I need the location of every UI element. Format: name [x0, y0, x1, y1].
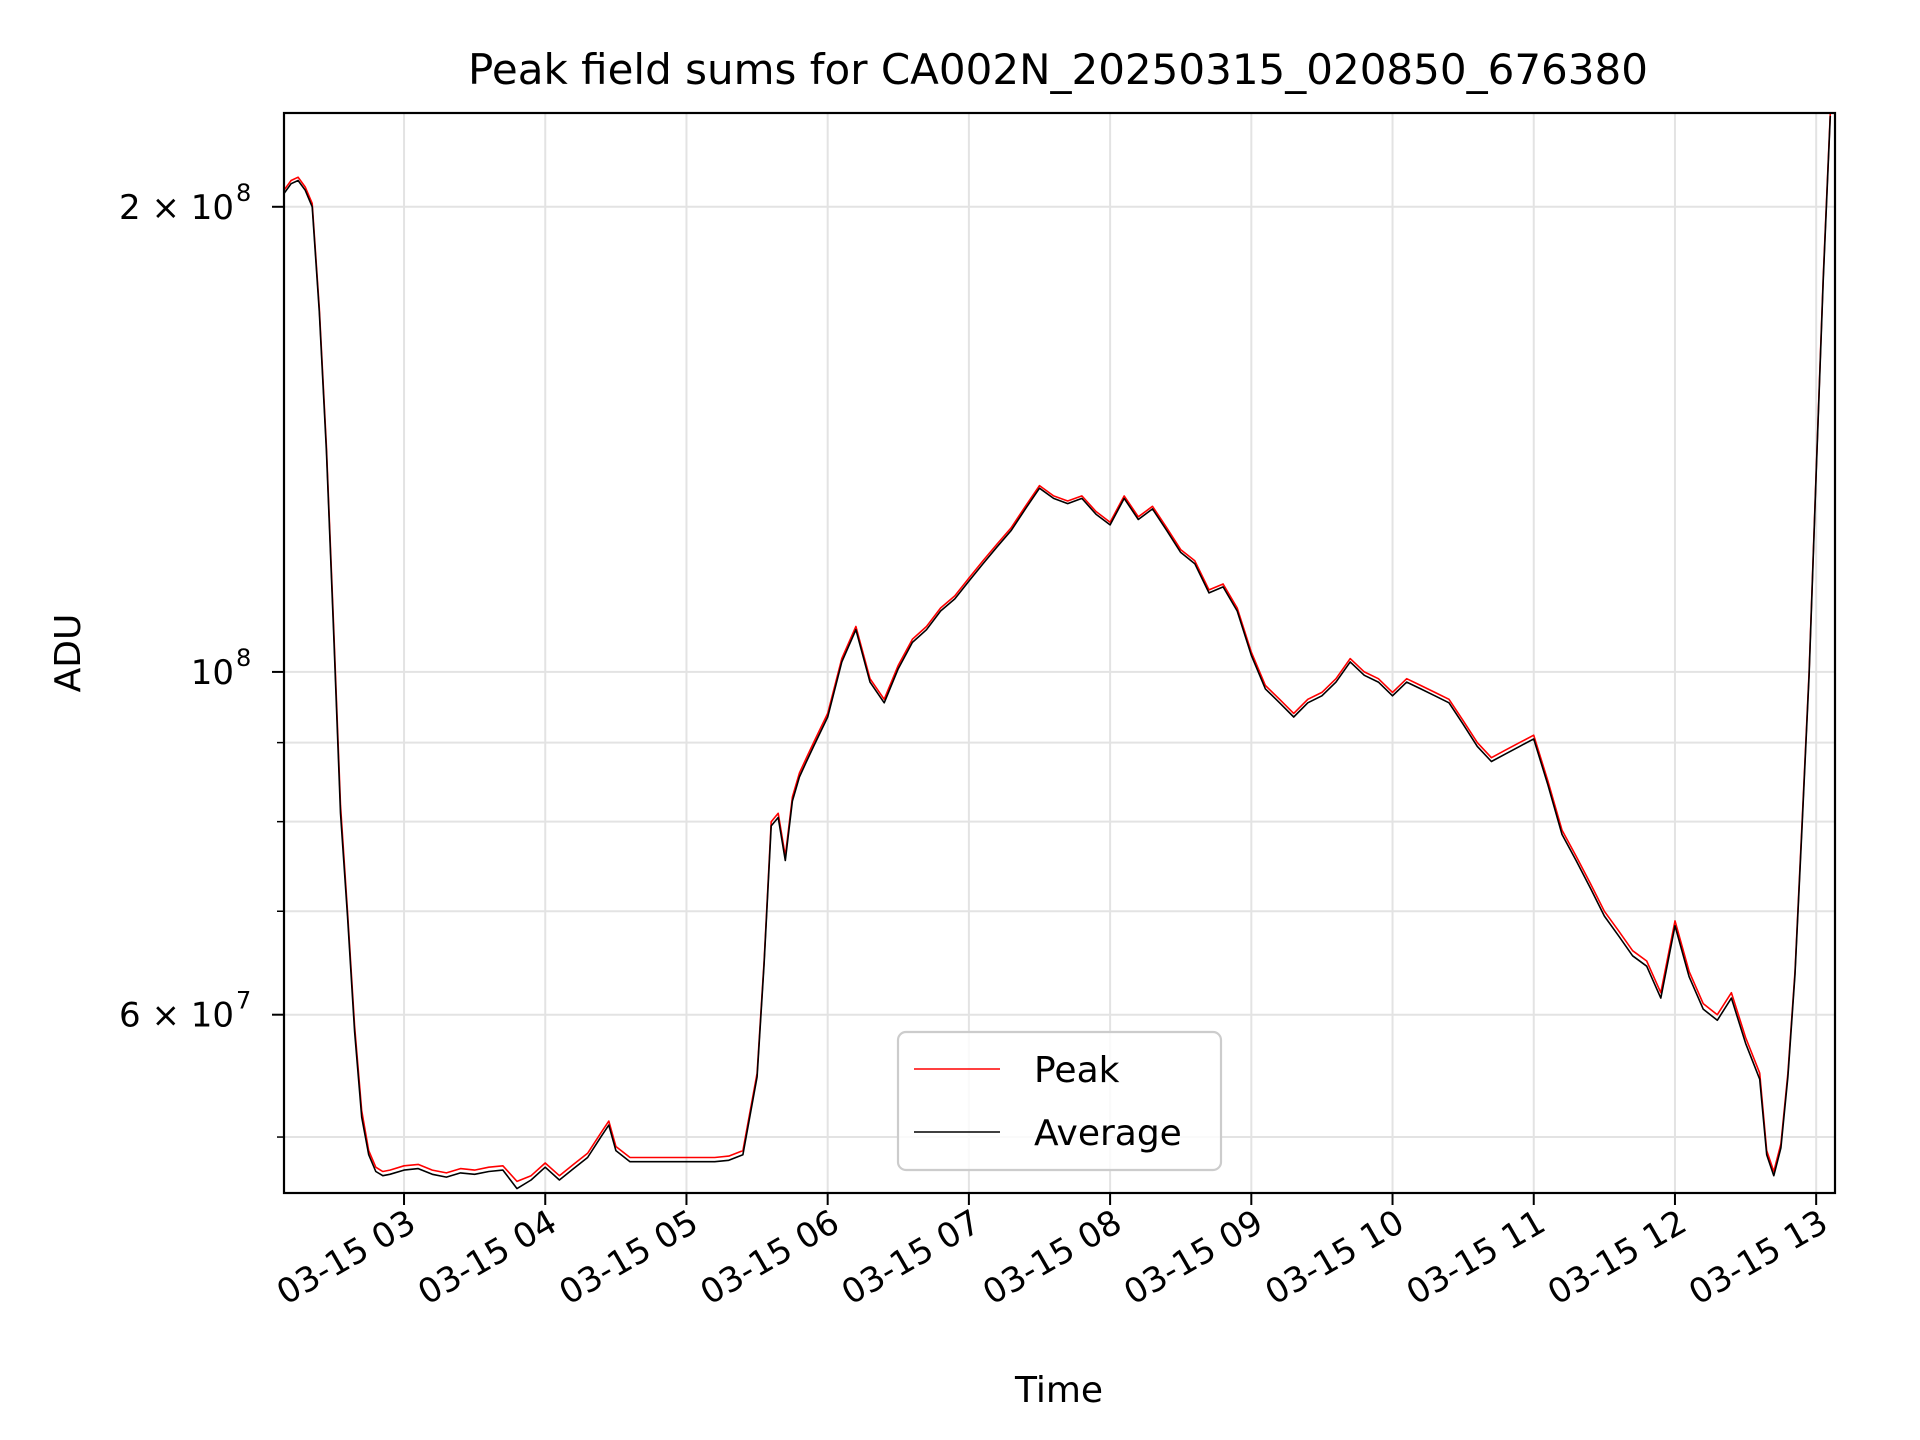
legend-label-peak: Peak — [1034, 1050, 1120, 1091]
legend-label-average: Average — [1034, 1113, 1182, 1154]
y-tick-exponent: 8 — [236, 179, 251, 207]
legend-box — [896, 1030, 1223, 1172]
y-axis-ticks: 10 86 × 10 72 × 10 8 — [119, 179, 284, 1138]
legend: Peak Average — [896, 1030, 1223, 1172]
y-tick-label: 6 × 10 — [119, 996, 234, 1036]
series-line-peak — [284, 113, 1832, 1183]
y-axis-label: ADU — [48, 614, 89, 693]
y-tick-label: 10 — [191, 653, 234, 693]
series-lines — [284, 113, 1832, 1190]
plot-frame — [282, 111, 1837, 1195]
x-axis-label: Time — [1014, 1370, 1103, 1411]
chart-title: Peak field sums for CA002N_20250315_0208… — [468, 45, 1648, 94]
y-tick-label: 2 × 10 — [119, 188, 234, 228]
y-tick-exponent: 7 — [236, 987, 251, 1015]
series-line-average — [284, 115, 1832, 1190]
y-tick-exponent: 8 — [236, 644, 251, 672]
